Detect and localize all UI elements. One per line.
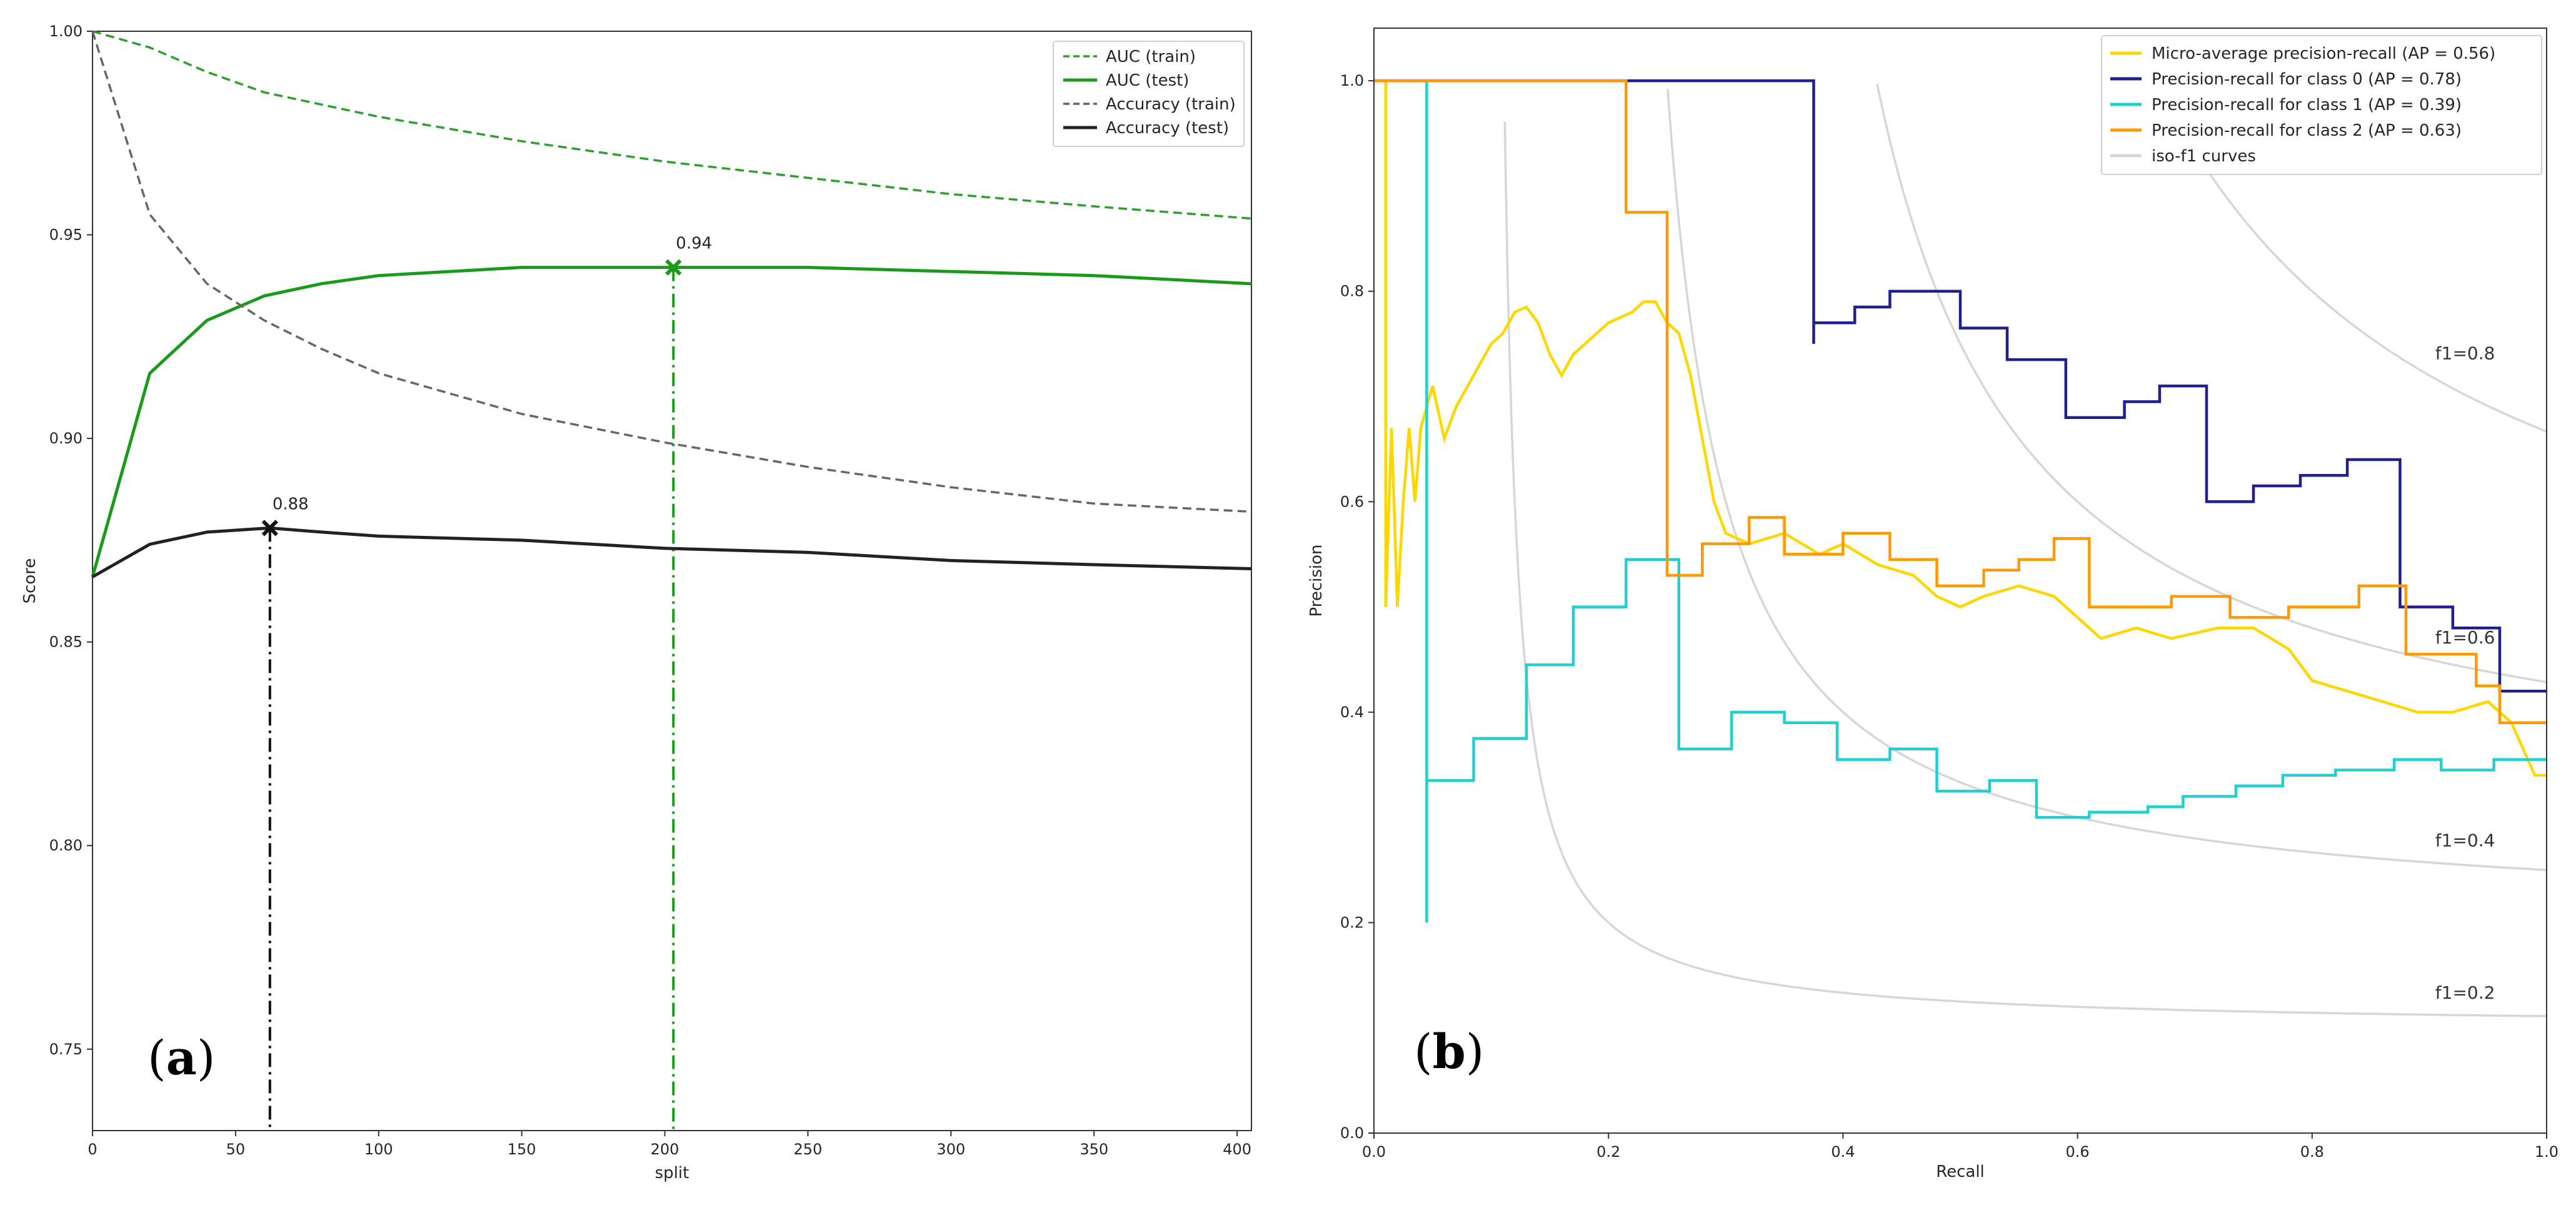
panel-a-axes-frame: [92, 31, 1252, 1131]
panel-a-xtick-label: 300: [936, 1141, 965, 1158]
panel-b-xtick-label: 0.6: [2066, 1143, 2090, 1161]
panel-a-xtick-label: 250: [794, 1141, 823, 1158]
panel-b-xtick-label: 0.8: [2300, 1143, 2324, 1161]
panel-a-legend-label-auc-train: AUC (train): [1106, 48, 1196, 66]
panel-b-series-precision-recall-for-class-2-ap-0-63: [1374, 79, 2547, 724]
panel-b-iso-f1-label: f1=0.8: [2435, 343, 2495, 364]
panel-a-xtick-label: 50: [226, 1141, 246, 1158]
panel-a-label-open: (: [148, 1030, 166, 1086]
panel-a-legend-label-accuracy-test: Accuracy (test): [1106, 119, 1229, 138]
panel-b-label-close: ): [1466, 1024, 1485, 1079]
panel-a-series-accuracy-test: [91, 526, 1252, 578]
panel-a-xtick-label: 150: [508, 1141, 536, 1158]
panel-b-ytick-label: 0.2: [1340, 914, 1364, 931]
panel-a-y-axis-label: Score: [21, 558, 39, 604]
panel-a-ytick-label: 1.00: [49, 23, 83, 40]
panel-a-ytick-label: 0.85: [49, 633, 83, 651]
panel-b-series-precision-recall-for-class-1-ap-0-39: [1425, 81, 2547, 923]
panel-b-axes-frame: [1373, 28, 2547, 1134]
panel-b-label-open: (: [1414, 1024, 1433, 1079]
panel-b-legend-label: Precision-recall for class 2 (AP = 0.63): [2152, 121, 2462, 140]
panel-a-legend-label-accuracy-train: Accuracy (train): [1106, 95, 1236, 114]
panel-b-series-precision-recall-for-class-0-ap-0-78: [1374, 79, 2547, 693]
panel-a-series-auc-test: [91, 266, 1252, 578]
panel-a-xtick-label: 200: [651, 1141, 679, 1158]
panel-a-best-marker-0: [665, 259, 682, 276]
panel-b-iso-f1-label: f1=0.2: [2435, 982, 2495, 1003]
panel-b-legend-box: [2101, 35, 2542, 175]
panel-a-series-auc-train: [92, 30, 1252, 220]
panel-b-xtick-label: 0.2: [1596, 1143, 1620, 1161]
panel-a-ytick-label: 0.95: [49, 226, 83, 244]
panel-b-iso-f1-label: f1=0.6: [2435, 627, 2495, 648]
panel-a-xtick-label: 100: [364, 1141, 393, 1158]
panel-b-xtick-label: 0.4: [1831, 1143, 1855, 1161]
panel-a-label: (a): [148, 1030, 216, 1086]
panel-b-legend-label: Micro-average precision-recall (AP = 0.5…: [2152, 44, 2495, 63]
panel-a-label-close: ): [197, 1030, 216, 1086]
panel-a-ytick-label: 0.90: [49, 430, 83, 447]
panel-b-plot-area: f1=0.2 f1=0.4 f1=0.6 f1=0.8: [1374, 79, 2547, 1017]
panel-a-series-accuracy-train: [91, 31, 1252, 513]
panel-a-x-marker-stroke: [261, 520, 278, 537]
panel-b-legend-label-iso-f1: iso-f1 curves: [2152, 147, 2256, 166]
panel-a-x-axis-label: split: [655, 1164, 689, 1182]
panel-b-legend-label: Precision-recall for class 1 (AP = 0.39): [2152, 96, 2462, 114]
panel-a-xtick-label: 0: [88, 1141, 97, 1158]
panel-a-marker-annotation: 0.88: [273, 495, 309, 513]
panel-b-ytick-label: 1.0: [1340, 72, 1364, 89]
panel-a-score-vs-split: 0 50 100 150 200 250 300 350 400 0.75 0.80 0.85 0.90…: [21, 23, 1252, 1182]
panel-b-iso-f1-curve-0-6: [1876, 83, 2547, 683]
panel-b-label-letter: b: [1433, 1024, 1466, 1079]
panel-b-series-micro-average-precision-recall-ap-0-56: [1384, 81, 2547, 777]
panel-a-x-marker-stroke: [665, 259, 682, 276]
panel-b-xtick-label: 0.0: [1362, 1143, 1386, 1161]
panel-a-best-marker-1: [261, 520, 278, 537]
panel-b-iso-f1-curve-0-4: [1666, 89, 2547, 872]
panel-a-xtick-label: 350: [1080, 1141, 1108, 1158]
panel-b-xtick-label: 1.0: [2535, 1143, 2558, 1161]
panel-b-x-axis-label: Recall: [1936, 1162, 1985, 1181]
panel-a-label-letter: a: [166, 1030, 197, 1086]
panel-b-ytick-label: 0.8: [1340, 283, 1364, 300]
panel-b-iso-f1-curve-0-2: [1503, 121, 2547, 1017]
panel-a-ytick-label: 0.75: [49, 1041, 83, 1058]
panel-a-legend-label-auc-test: AUC (test): [1106, 71, 1189, 90]
panel-b-y-axis-label: Precision: [1307, 544, 1326, 617]
panel-a-marker-annotation: 0.94: [676, 234, 712, 253]
panel-b-ytick-label: 0.6: [1340, 493, 1364, 510]
panel-b-label: (b): [1414, 1024, 1484, 1079]
panel-a-xtick-label: 400: [1223, 1141, 1251, 1158]
panel-b-precision-recall: f1=0.2 f1=0.4 f1=0.6 f1=0.8 0.0 0.2 0.4 0.6 0.8 1…: [1307, 28, 2558, 1181]
panel-b-legend-label: Precision-recall for class 0 (AP = 0.78): [2152, 70, 2462, 89]
panel-b-ytick-label: 0.4: [1340, 703, 1364, 721]
panel-a-legend-box: [1053, 41, 1245, 147]
panel-b-ytick-label: 0.0: [1340, 1124, 1364, 1142]
panel-a-ytick-label: 0.80: [49, 837, 83, 854]
panel-b-iso-f1-label: f1=0.4: [2435, 830, 2495, 851]
